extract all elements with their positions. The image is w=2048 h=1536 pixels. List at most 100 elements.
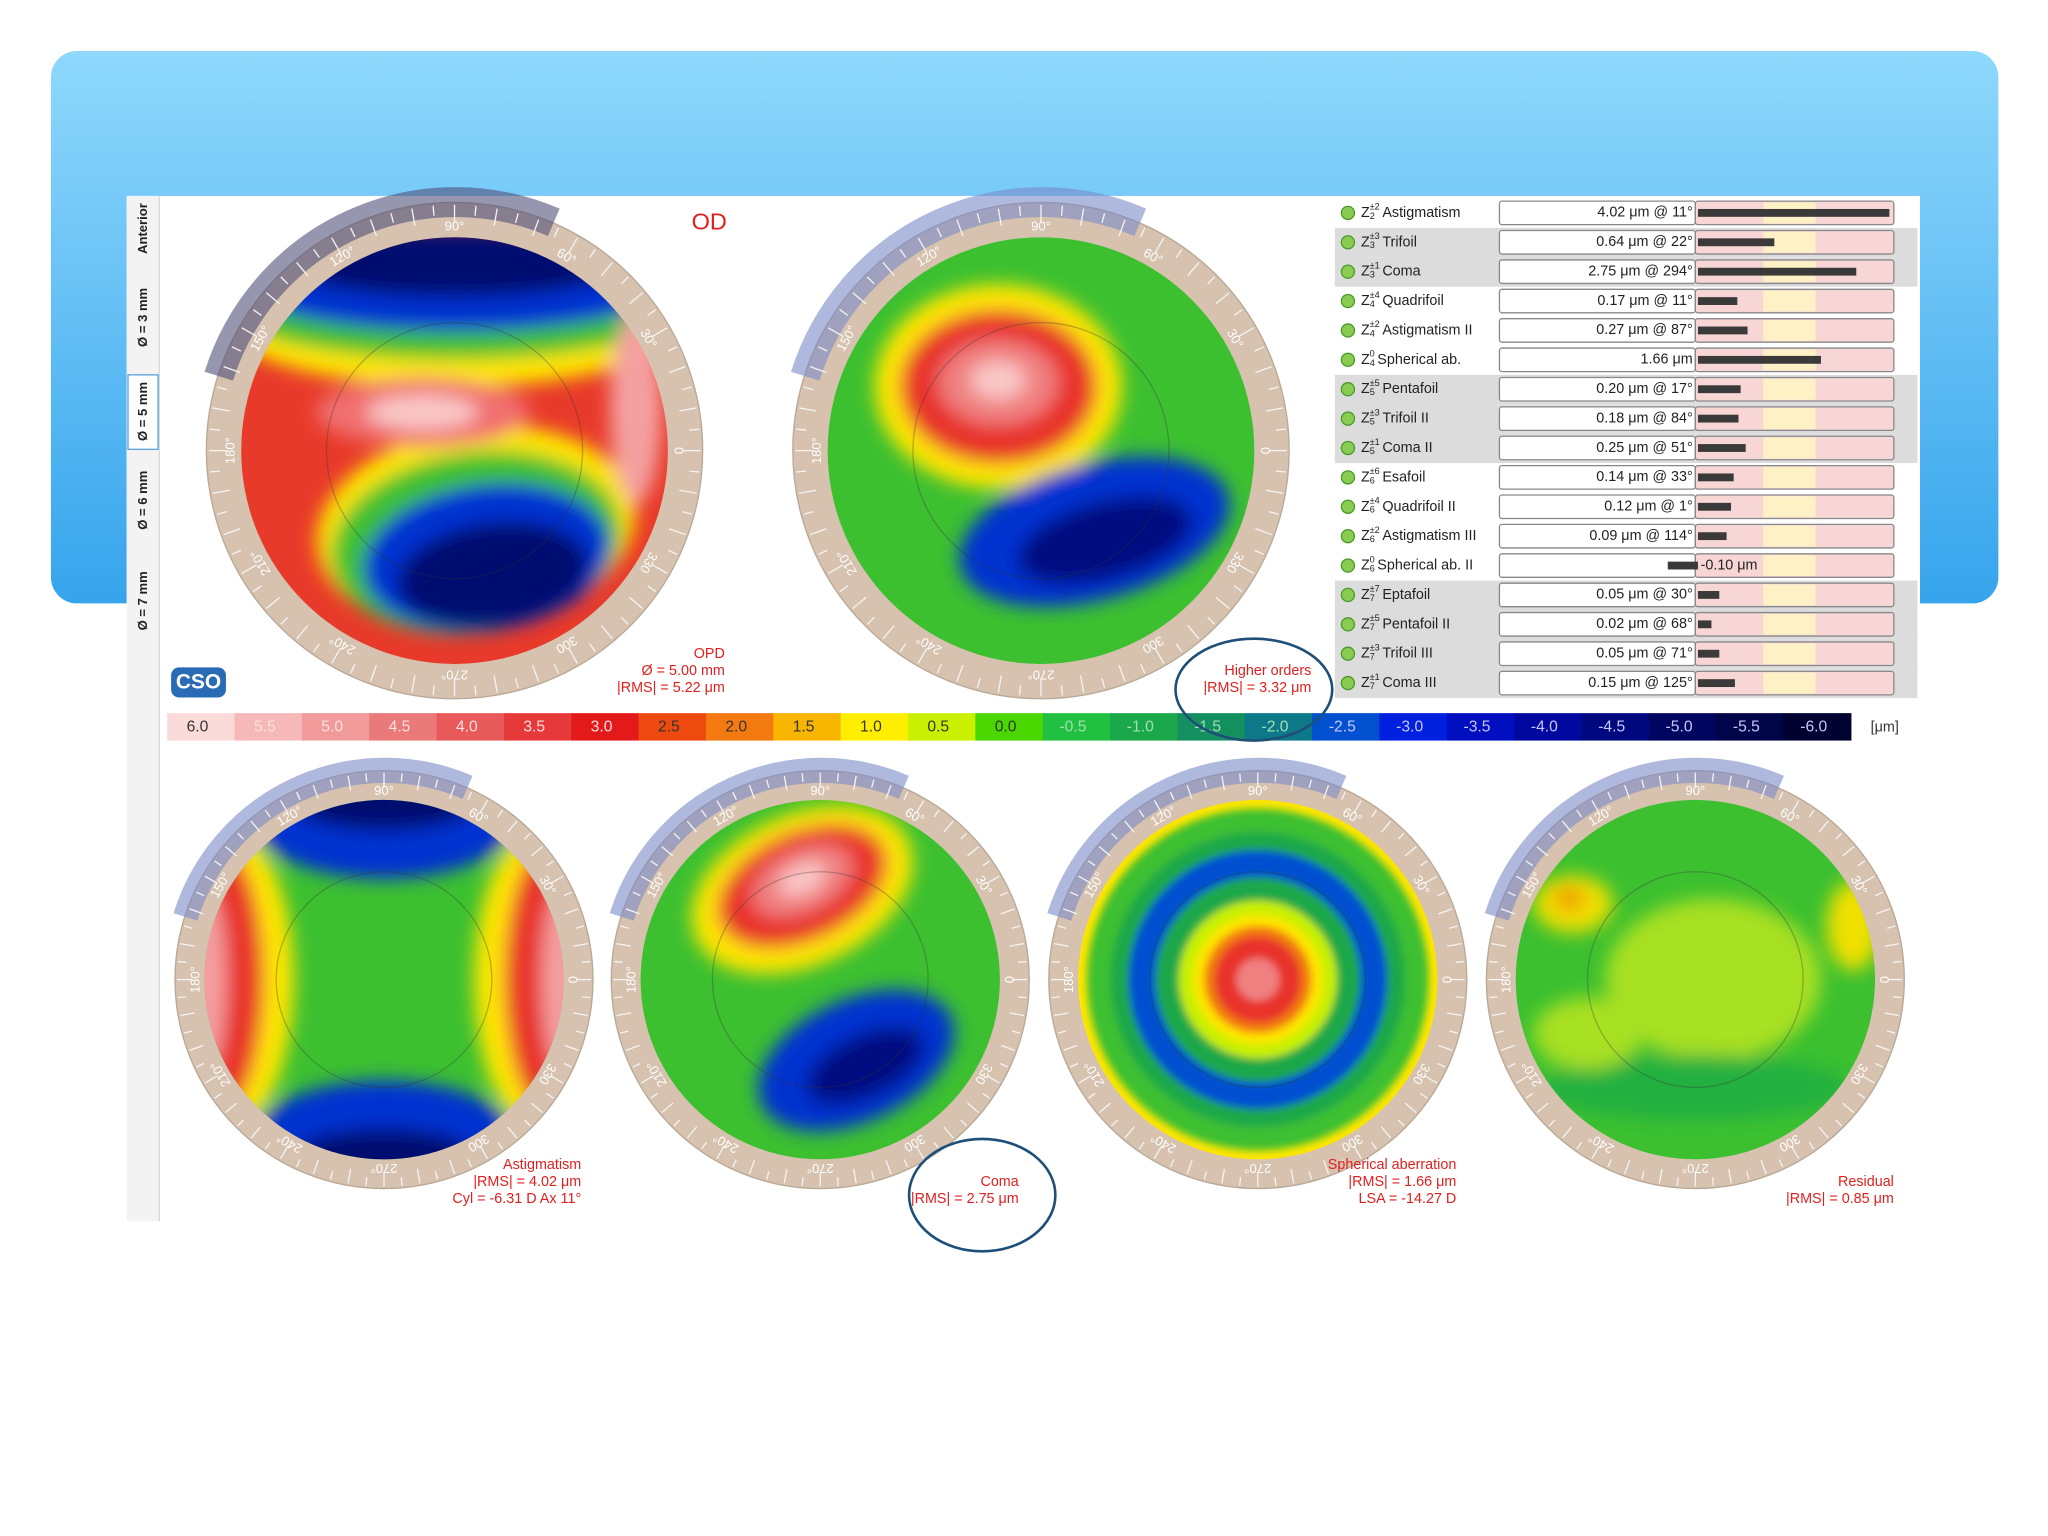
value-bar	[1697, 591, 1720, 599]
contour	[778, 862, 826, 896]
degree-tick	[885, 784, 892, 800]
degree-tick	[1658, 775, 1663, 791]
angle-label: 0	[1877, 976, 1892, 983]
degree-tick	[1207, 616, 1216, 625]
degree-tick	[581, 996, 591, 999]
degree-tick	[943, 1126, 954, 1139]
zernike-frequency: ±7	[1370, 584, 1380, 594]
zernike-frequency: ±1	[1370, 672, 1380, 682]
scale-cell	[369, 713, 438, 741]
degree-tick	[803, 510, 814, 515]
degree-tick	[1017, 996, 1027, 999]
degree-tick	[620, 616, 629, 625]
scale-label: 4.5	[389, 719, 411, 736]
scale-cell	[571, 713, 640, 741]
zernike-order: 5	[1370, 388, 1375, 398]
bar-tolerance	[1763, 437, 1816, 459]
degree-tick	[852, 1168, 857, 1184]
degree-tick	[1884, 1012, 1900, 1017]
degree-tick	[982, 1092, 991, 1099]
degree-tick	[237, 1119, 245, 1127]
degree-tick	[1274, 773, 1277, 782]
ring-shade	[1484, 757, 1784, 921]
zernike-order: 5	[1370, 446, 1375, 456]
degree-tick	[1591, 800, 1600, 814]
degree-tick	[1308, 779, 1312, 788]
angle-label: 270°	[441, 668, 468, 683]
degree-tick	[1760, 784, 1767, 800]
degree-tick	[223, 365, 241, 374]
degree-tick	[177, 960, 187, 963]
value-bar	[1697, 502, 1732, 511]
bar-tolerance	[1763, 496, 1816, 518]
degree-tick	[312, 1160, 319, 1175]
scale-cell	[1109, 713, 1178, 741]
degree-tick	[1268, 510, 1279, 515]
degree-tick	[1078, 1075, 1092, 1084]
zernike-symbol: Z	[1361, 587, 1370, 603]
degree-tick	[1447, 1012, 1462, 1017]
value-label: 0.02 μm @ 68°	[1596, 616, 1692, 632]
wavefront-map: 90°60°30°0330300270°240°210°180°150°120°…	[173, 757, 594, 1207]
bar-tolerance	[1763, 525, 1816, 547]
map-annotation: Higher orders	[1224, 663, 1311, 679]
degree-tick	[231, 346, 242, 352]
degree-tick	[1060, 205, 1064, 216]
highlight-circle	[1174, 637, 1334, 742]
sidebar-tab: Ø = 7 mm	[135, 571, 150, 630]
degree-tick	[1489, 960, 1498, 963]
zernike-name: Coma III	[1382, 675, 1436, 691]
angle-label: 180°	[809, 437, 824, 464]
value-bar	[1667, 561, 1698, 570]
row-icon	[1340, 617, 1356, 632]
degree-tick	[1875, 908, 1890, 915]
degree-tick	[1489, 996, 1498, 999]
zernike-frequency: 0	[1370, 555, 1375, 565]
degree-tick	[1835, 1119, 1843, 1127]
degree-tick	[870, 1171, 875, 1180]
degree-tick	[532, 664, 540, 682]
degree-tick	[1515, 1075, 1530, 1084]
degree-tick	[1861, 875, 1875, 885]
degree-tick	[1728, 1168, 1732, 1184]
scale-label: -1.5	[1194, 719, 1221, 736]
degree-tick	[1353, 800, 1362, 814]
degree-tick	[581, 960, 591, 963]
highlight-circle	[907, 1137, 1057, 1253]
degree-tick	[214, 860, 222, 867]
ring-shade	[1047, 757, 1347, 921]
degree-tick	[1275, 470, 1286, 473]
degree-tick	[1561, 1126, 1573, 1139]
degree-tick	[1676, 773, 1679, 782]
degree-tick	[1875, 1062, 1884, 1068]
degree-tick	[1018, 685, 1022, 696]
degree-tick	[264, 1141, 271, 1150]
contour	[1542, 1055, 1849, 1120]
degree-tick	[474, 205, 477, 216]
degree-tick	[400, 1177, 403, 1186]
map-annotation: LSA = -14.27 D	[1359, 1191, 1457, 1207]
degree-tick	[1009, 943, 1025, 947]
value-label: 0.15 μm @ 125°	[1588, 675, 1692, 691]
zernike-order: 3	[1370, 270, 1375, 280]
degree-tick	[196, 891, 205, 897]
zernike-table: Z2±2 Astigmatism 4.02 μm @ 11°Z3±3 Trifoil 0…	[1334, 200, 1918, 699]
value-bar	[1697, 649, 1720, 658]
scale-cell	[773, 713, 842, 741]
scale-cell	[1648, 713, 1717, 741]
degree-tick	[250, 1126, 261, 1139]
map-surface	[1078, 799, 1438, 1160]
zernike-name: Trifoil	[1382, 234, 1417, 250]
degree-tick	[550, 1075, 564, 1084]
sidebar-tab: Ø = 6 mm	[135, 471, 150, 530]
degree-tick	[1118, 219, 1126, 237]
value-label: 0.14 μm @ 33°	[1596, 469, 1692, 485]
zone-circle	[275, 871, 493, 1089]
zernike-label: Z7±1 Coma III	[1361, 672, 1437, 691]
zernike-frequency: ±5	[1370, 378, 1380, 388]
degree-tick	[204, 875, 218, 885]
degree-tick	[1187, 261, 1200, 277]
value-bar	[1697, 679, 1735, 688]
angle-label: 90°	[374, 783, 394, 798]
scale-label: 3.5	[523, 719, 545, 736]
